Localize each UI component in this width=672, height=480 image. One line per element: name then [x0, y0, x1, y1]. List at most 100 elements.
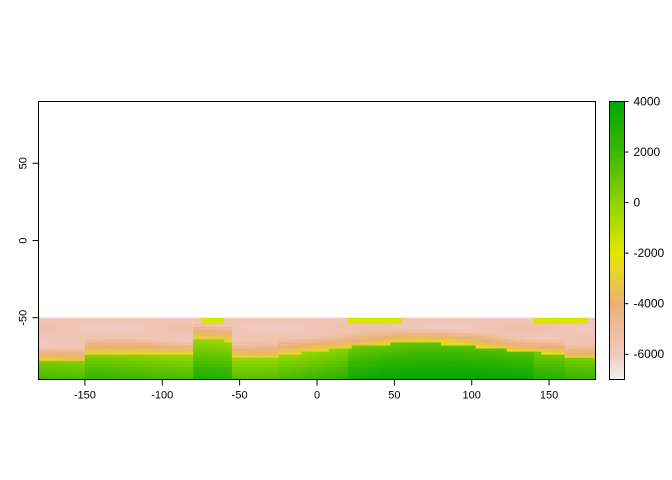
raster-cell: [150, 326, 155, 331]
raster-cell: [177, 376, 183, 380]
raster-cell: [266, 348, 271, 353]
raster-cell: [313, 364, 318, 368]
raster-cell: [363, 370, 368, 374]
raster-cell: [166, 345, 171, 350]
raster-cell: [317, 376, 322, 380]
raster-cell: [189, 376, 194, 380]
raster-cell: [119, 336, 124, 340]
raster-cell: [212, 342, 217, 346]
raster-cell: [65, 373, 70, 377]
raster-cell: [514, 370, 519, 374]
raster-cell: [483, 345, 488, 350]
raster-cell: [274, 373, 279, 377]
raster-cell: [235, 342, 241, 346]
colorbar-segment: [609, 366, 625, 370]
colorbar-segment: [609, 197, 625, 201]
raster-cell: [127, 357, 132, 362]
raster-cell: [375, 354, 380, 359]
raster-cell: [460, 345, 465, 350]
raster-cell: [510, 342, 515, 346]
raster-cell: [371, 336, 376, 340]
raster-cell: [580, 330, 585, 334]
x-tick-label: -150: [74, 390, 96, 402]
raster-cell: [150, 348, 155, 353]
raster-cell: [274, 348, 279, 353]
raster-cell: [452, 357, 457, 362]
colorbar-tick-label: 2000: [634, 145, 661, 159]
raster-cell: [398, 330, 403, 334]
raster-cell: [452, 348, 457, 353]
raster-cell: [216, 323, 221, 328]
raster-cell: [255, 364, 260, 368]
raster-cell: [216, 330, 221, 334]
raster-cell: [378, 326, 384, 331]
raster-cell: [247, 348, 252, 353]
raster-cell: [73, 345, 78, 350]
raster-cell: [258, 348, 264, 353]
raster-cell: [583, 351, 589, 356]
raster-cell: [367, 333, 372, 337]
raster-cell: [475, 348, 480, 353]
raster-cell: [266, 376, 271, 380]
raster-cell: [436, 354, 442, 359]
raster-cell: [502, 345, 507, 350]
colorbar-segment: [609, 361, 625, 365]
raster-cell: [88, 326, 94, 331]
raster-cell: [53, 323, 59, 328]
raster-cell: [127, 373, 132, 377]
raster-cell: [502, 348, 507, 353]
raster-cell: [100, 373, 105, 377]
raster-cell: [340, 336, 345, 340]
raster-cell: [197, 364, 202, 368]
raster-cell: [479, 342, 484, 346]
raster-cell: [239, 330, 244, 334]
raster-cell: [166, 373, 171, 377]
raster-cell: [313, 348, 318, 353]
raster-cell: [104, 345, 109, 350]
raster-cell: [278, 373, 283, 377]
raster-cell: [390, 342, 395, 346]
raster-cell: [57, 336, 63, 340]
colorbar-segment: [609, 278, 625, 282]
raster-cell: [173, 342, 179, 346]
raster-cell: [92, 317, 97, 322]
raster-cell: [177, 370, 183, 374]
raster-cell: [591, 317, 596, 322]
raster-cell: [518, 360, 523, 365]
raster-cell: [81, 317, 86, 322]
raster-cell: [162, 376, 167, 380]
raster-cell: [301, 370, 306, 374]
raster-cell: [587, 339, 593, 343]
raster-cell: [92, 342, 97, 346]
raster-cell: [162, 326, 167, 331]
raster-cell: [289, 376, 295, 380]
raster-cell: [506, 351, 511, 356]
raster-cell: [38, 323, 43, 328]
raster-cell: [545, 360, 550, 365]
raster-cell: [228, 348, 233, 353]
raster-cell: [115, 360, 121, 365]
raster-cell: [100, 351, 105, 356]
colorbar-segment: [609, 283, 625, 287]
raster-cell: [204, 317, 210, 322]
raster-cell: [243, 370, 248, 374]
raster-cell: [239, 364, 244, 368]
raster-cell: [251, 351, 256, 356]
raster-cell: [216, 360, 221, 365]
raster-cell: [235, 320, 241, 325]
raster-cell: [456, 326, 461, 331]
raster-cell: [413, 333, 418, 337]
raster-cell: [289, 354, 295, 359]
raster-cell: [127, 351, 132, 356]
raster-cell: [494, 317, 500, 322]
raster-cell: [96, 339, 101, 343]
raster-cell: [73, 351, 78, 356]
raster-cell: [111, 354, 117, 359]
raster-cell: [433, 323, 438, 328]
raster-cell: [77, 373, 82, 377]
raster-cell: [347, 376, 353, 380]
raster-cell: [336, 333, 341, 337]
raster-cell: [491, 351, 496, 356]
raster-cell: [185, 345, 190, 350]
raster-cell: [270, 370, 275, 374]
